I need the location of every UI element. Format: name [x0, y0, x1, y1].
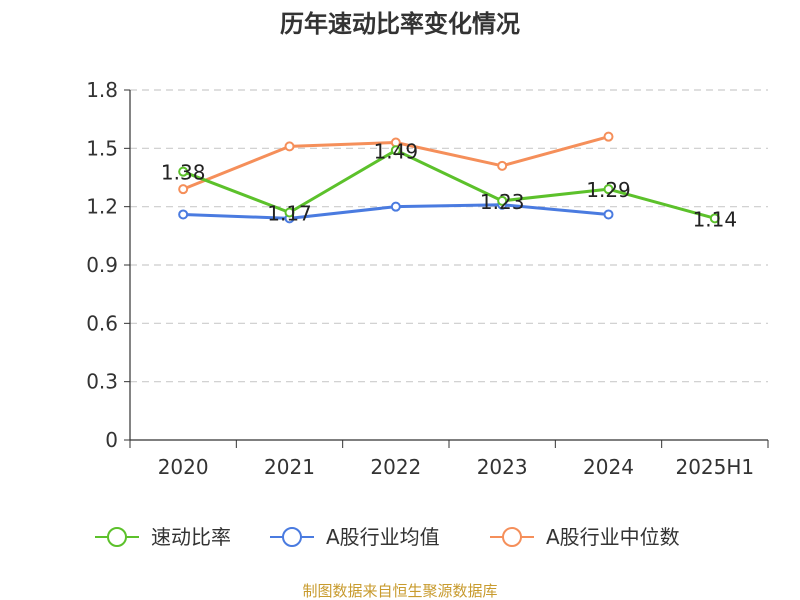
source-note: 制图数据来自恒生聚源数据库	[302, 582, 497, 600]
series-line	[182, 148, 716, 220]
data-point	[709, 213, 720, 224]
data-label: 1.49	[374, 139, 419, 163]
series-1	[178, 199, 614, 224]
data-label: 1.17	[267, 202, 312, 226]
y-tick-label: 1.8	[86, 78, 118, 102]
y-tick-label: 0	[105, 428, 118, 452]
x-tick-label: 2023	[477, 455, 528, 479]
x-tick-label: 2021	[264, 455, 315, 479]
series-layer	[178, 131, 720, 224]
data-point	[497, 160, 508, 171]
data-label: 1.14	[693, 207, 738, 231]
data-point	[284, 207, 295, 218]
legend-swatch-marker	[502, 527, 522, 547]
data-point	[603, 184, 614, 195]
data-point	[178, 166, 189, 177]
legend: 速动比率 A股行业均值 A股行业中位数	[95, 525, 680, 549]
x-tick-label: 2025H1	[675, 455, 754, 479]
grid-lines	[130, 89, 768, 383]
x-tick-label: 2020	[158, 455, 209, 479]
legend-swatch-marker	[282, 527, 302, 547]
data-point	[178, 209, 189, 220]
data-point	[390, 201, 401, 212]
data-point	[603, 209, 614, 220]
legend-item-2: A股行业中位数	[490, 525, 680, 549]
data-point	[603, 131, 614, 142]
data-label: 1.23	[480, 190, 525, 214]
series-0	[178, 145, 720, 224]
legend-item-0: 速动比率	[95, 525, 231, 549]
data-label: 1.38	[161, 161, 206, 185]
legend-label: A股行业均值	[326, 525, 440, 549]
y-tick-label: 0.6	[86, 311, 118, 335]
y-tick-label: 1.5	[86, 136, 118, 160]
x-tick-label: 2022	[370, 455, 421, 479]
x-tick-label: 2024	[583, 455, 634, 479]
data-point	[284, 141, 295, 152]
legend-swatch-marker	[107, 527, 127, 547]
y-tick-label: 0.3	[86, 370, 118, 394]
data-point	[390, 145, 401, 156]
y-tick-label: 1.2	[86, 195, 118, 219]
chart-title: 历年速动比率变化情况	[280, 10, 520, 38]
data-labels: 1.38 1.17 1.49 1.23 1.29 1.14	[161, 139, 737, 231]
series-2	[178, 131, 614, 195]
axes: 0 0.3 0.6 0.9 1.2 1.5 1.8 2020 2021 2022 2023 2024 2…	[86, 78, 769, 479]
data-point	[178, 184, 189, 195]
legend-item-1: A股行业均值	[270, 525, 440, 549]
y-tick-label: 0.9	[86, 253, 118, 277]
data-point	[497, 195, 508, 206]
legend-label: A股行业中位数	[546, 525, 680, 549]
data-label: 1.29	[586, 178, 631, 202]
legend-label: 速动比率	[151, 525, 231, 549]
